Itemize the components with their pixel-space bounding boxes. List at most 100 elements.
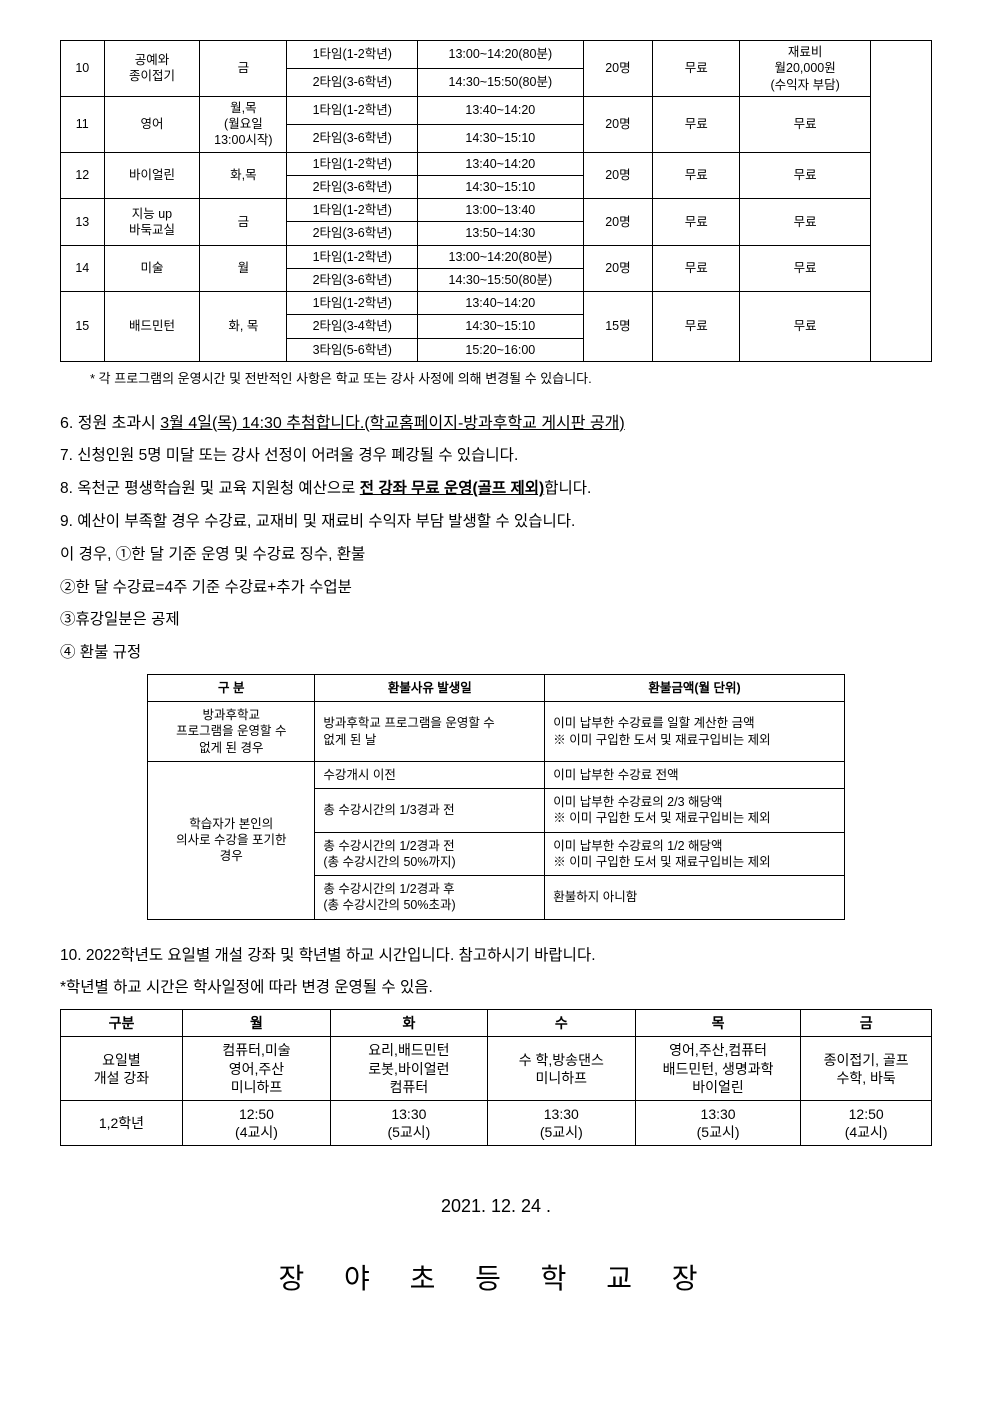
program-time: 13:00~14:20(80분) bbox=[418, 41, 583, 69]
program-no: 11 bbox=[61, 96, 105, 152]
program-material: 재료비 월20,000원 (수익자 부담) bbox=[740, 41, 871, 97]
schedule-cell: 컴퓨터,미술 영어,주산 미니하프 bbox=[182, 1037, 330, 1101]
program-fee: 무료 bbox=[653, 245, 740, 292]
program-no: 14 bbox=[61, 245, 105, 292]
program-day: 월,목 (월요일 13:00시작) bbox=[200, 96, 287, 152]
program-material: 무료 bbox=[740, 292, 871, 362]
program-name: 배드민턴 bbox=[104, 292, 200, 362]
list-item-9a: 이 경우, ①한 달 기준 운영 및 수강료 징수, 환불 bbox=[60, 543, 932, 568]
schedule-table: 구분 월 화 수 목 금 요일별 개설 강좌 컴퓨터,미술 영어,주산 미니하프… bbox=[60, 1009, 932, 1146]
program-material: 무료 bbox=[740, 152, 871, 199]
program-time: 14:30~15:50(80분) bbox=[418, 268, 583, 291]
program-cap: 20명 bbox=[583, 41, 653, 97]
refund-cell: 이미 납부한 수강료의 2/3 해당액 ※ 이미 구입한 도서 및 재료구입비는… bbox=[545, 789, 845, 833]
schedule-header: 월 bbox=[182, 1010, 330, 1037]
program-session: 2타임(3-6학년) bbox=[287, 222, 418, 245]
program-day: 월 bbox=[200, 245, 287, 292]
list-item-6: 6. 정원 초과시 3월 4일(목) 14:30 추첨합니다.(학교홈페이지-방… bbox=[60, 411, 932, 437]
program-time: 13:40~14:20 bbox=[418, 152, 583, 175]
program-time: 14:30~15:10 bbox=[418, 175, 583, 198]
refund-table: 구 분 환불사유 발생일 환불금액(월 단위) 방과후학교 프로그램을 운영할 … bbox=[147, 674, 845, 920]
program-day: 금 bbox=[200, 41, 287, 97]
program-time: 13:40~14:20 bbox=[418, 292, 583, 315]
refund-header: 환불금액(월 단위) bbox=[545, 674, 845, 701]
list-item-9b: ②한 달 수강료=4주 기준 수강료+추가 수업분 bbox=[60, 576, 932, 601]
program-name: 바이얼린 bbox=[104, 152, 200, 199]
refund-header: 구 분 bbox=[148, 674, 315, 701]
program-table: 10 공예와 종이접기 금 1타임(1-2학년) 13:00~14:20(80분… bbox=[60, 40, 932, 362]
list-item-10: 10. 2022학년도 요일별 개설 강좌 및 학년별 하교 시간입니다. 참고… bbox=[60, 944, 932, 969]
program-day: 화, 목 bbox=[200, 292, 287, 362]
program-time: 13:00~13:40 bbox=[418, 199, 583, 222]
program-fee: 무료 bbox=[653, 292, 740, 362]
program-material: 무료 bbox=[740, 96, 871, 152]
refund-cell: 환불하지 아니함 bbox=[545, 876, 845, 920]
refund-cell: 이미 납부한 수강료를 일할 계산한 금액 ※ 이미 구입한 도서 및 재료구입… bbox=[545, 702, 845, 762]
schedule-header: 화 bbox=[331, 1010, 488, 1037]
refund-header: 환불사유 발생일 bbox=[315, 674, 545, 701]
schedule-cell: 요리,배드민턴 로봇,바이얼런 컴퓨터 bbox=[331, 1037, 488, 1101]
schedule-header: 수 bbox=[487, 1010, 635, 1037]
schedule-cell: 요일별 개설 강좌 bbox=[61, 1037, 183, 1101]
schedule-cell: 1,2학년 bbox=[61, 1101, 183, 1146]
program-time: 15:20~16:00 bbox=[418, 338, 583, 361]
refund-cell: 수강개시 이전 bbox=[315, 761, 545, 788]
program-name: 영어 bbox=[104, 96, 200, 152]
program-time: 14:30~15:10 bbox=[418, 315, 583, 338]
program-extra bbox=[870, 41, 931, 362]
program-fee: 무료 bbox=[653, 152, 740, 199]
program-day: 화,목 bbox=[200, 152, 287, 199]
program-session: 2타임(3-6학년) bbox=[287, 268, 418, 291]
schedule-cell: 13:30 (5교시) bbox=[331, 1101, 488, 1146]
program-day: 금 bbox=[200, 199, 287, 246]
info-list-2: 10. 2022학년도 요일별 개설 강좌 및 학년별 하교 시간입니다. 참고… bbox=[60, 944, 932, 1002]
program-session: 2타임(3-4학년) bbox=[287, 315, 418, 338]
program-no: 13 bbox=[61, 199, 105, 246]
program-time: 14:30~15:10 bbox=[418, 124, 583, 152]
schedule-header: 금 bbox=[801, 1010, 932, 1037]
schedule-cell: 수 학,방송댄스 미니하프 bbox=[487, 1037, 635, 1101]
program-session: 1타임(1-2학년) bbox=[287, 96, 418, 124]
program-session: 2타임(3-6학년) bbox=[287, 124, 418, 152]
program-session: 1타임(1-2학년) bbox=[287, 199, 418, 222]
refund-cell: 이미 납부한 수강료의 1/2 해당액 ※ 이미 구입한 도서 및 재료구입비는… bbox=[545, 832, 845, 876]
program-session: 2타임(3-6학년) bbox=[287, 68, 418, 96]
program-cap: 20명 bbox=[583, 245, 653, 292]
schedule-header: 구분 bbox=[61, 1010, 183, 1037]
program-time: 14:30~15:50(80분) bbox=[418, 68, 583, 96]
refund-cell: 이미 납부한 수강료 전액 bbox=[545, 761, 845, 788]
program-no: 10 bbox=[61, 41, 105, 97]
refund-cell: 방과후학교 프로그램을 운영할 수 없게 된 날 bbox=[315, 702, 545, 762]
program-no: 15 bbox=[61, 292, 105, 362]
program-cap: 20명 bbox=[583, 199, 653, 246]
program-material: 무료 bbox=[740, 199, 871, 246]
program-name: 공예와 종이접기 bbox=[104, 41, 200, 97]
program-fee: 무료 bbox=[653, 96, 740, 152]
program-session: 3타임(5-6학년) bbox=[287, 338, 418, 361]
program-session: 1타임(1-2학년) bbox=[287, 152, 418, 175]
program-footnote: * 각 프로그램의 운영시간 및 전반적인 사항은 학교 또는 강사 사정에 의… bbox=[90, 368, 932, 387]
list-item-9: 9. 예산이 부족할 경우 수강료, 교재비 및 재료비 수익자 부담 발생할 … bbox=[60, 510, 932, 535]
program-material: 무료 bbox=[740, 245, 871, 292]
program-time: 13:40~14:20 bbox=[418, 96, 583, 124]
schedule-header: 목 bbox=[635, 1010, 800, 1037]
list-item-9c: ③휴강일분은 공제 bbox=[60, 608, 932, 633]
program-session: 1타임(1-2학년) bbox=[287, 41, 418, 69]
program-cap: 20명 bbox=[583, 96, 653, 152]
schedule-cell: 종이접기, 골프 수학, 바둑 bbox=[801, 1037, 932, 1101]
schedule-cell: 12:50 (4교시) bbox=[182, 1101, 330, 1146]
program-fee: 무료 bbox=[653, 199, 740, 246]
program-time: 13:50~14:30 bbox=[418, 222, 583, 245]
program-name: 미술 bbox=[104, 245, 200, 292]
list-item-10sub: *학년별 하교 시간은 학사일정에 따라 변경 운영될 수 있음. bbox=[60, 976, 932, 1001]
program-name: 지능 up 바둑교실 bbox=[104, 199, 200, 246]
program-cap: 15명 bbox=[583, 292, 653, 362]
program-cap: 20명 bbox=[583, 152, 653, 199]
program-session: 1타임(1-2학년) bbox=[287, 292, 418, 315]
list-item-9d: ④ 환불 규정 bbox=[60, 641, 932, 666]
program-time: 13:00~14:20(80분) bbox=[418, 245, 583, 268]
list-item-7: 7. 신청인원 5명 미달 또는 강사 선정이 어려울 경우 폐강될 수 있습니… bbox=[60, 444, 932, 469]
refund-cell: 총 수강시간의 1/2경과 후 (총 수강시간의 50%초과) bbox=[315, 876, 545, 920]
refund-cell: 총 수강시간의 1/2경과 전 (총 수강시간의 50%까지) bbox=[315, 832, 545, 876]
schedule-cell: 영어,주산,컴퓨터 배드민턴, 생명과학 바이얼린 bbox=[635, 1037, 800, 1101]
